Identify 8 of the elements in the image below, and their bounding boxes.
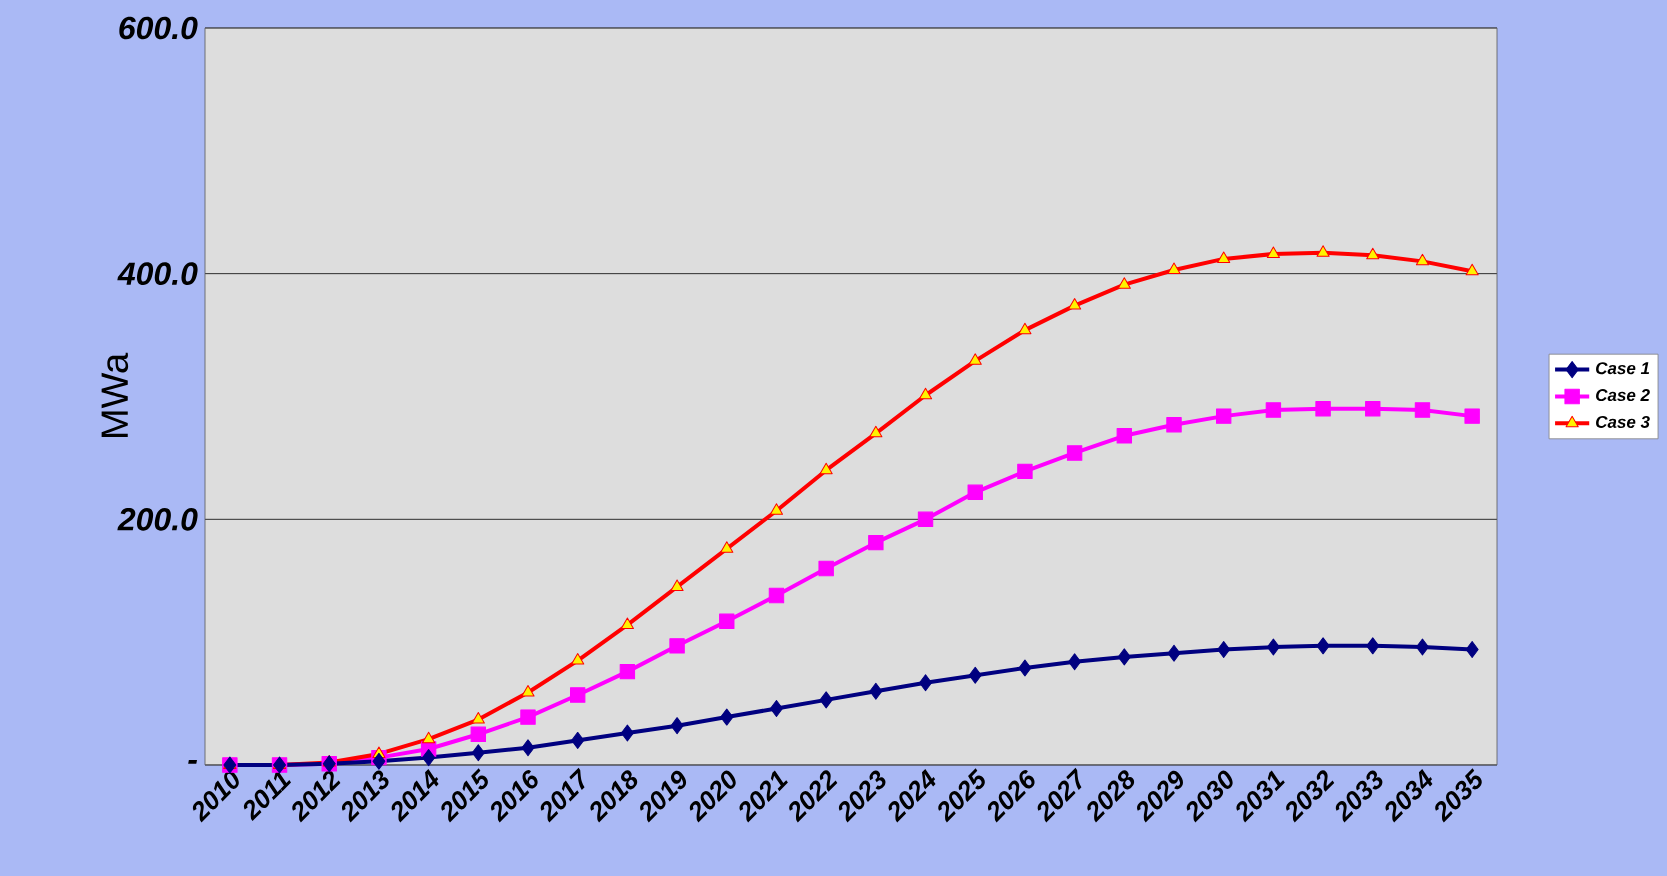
y-tick-label: - bbox=[188, 759, 198, 764]
legend-label: Case 1 bbox=[1596, 362, 1650, 375]
legend-label: Case 2 bbox=[1596, 389, 1650, 402]
y-tick-label: 600.0 bbox=[119, 16, 198, 40]
legend-label: Case 3 bbox=[1596, 415, 1650, 428]
y-axis-title: MWa bbox=[101, 352, 129, 437]
y-tick-label: 400.0 bbox=[117, 262, 198, 285]
y-tick-label: 200.0 bbox=[117, 508, 198, 531]
